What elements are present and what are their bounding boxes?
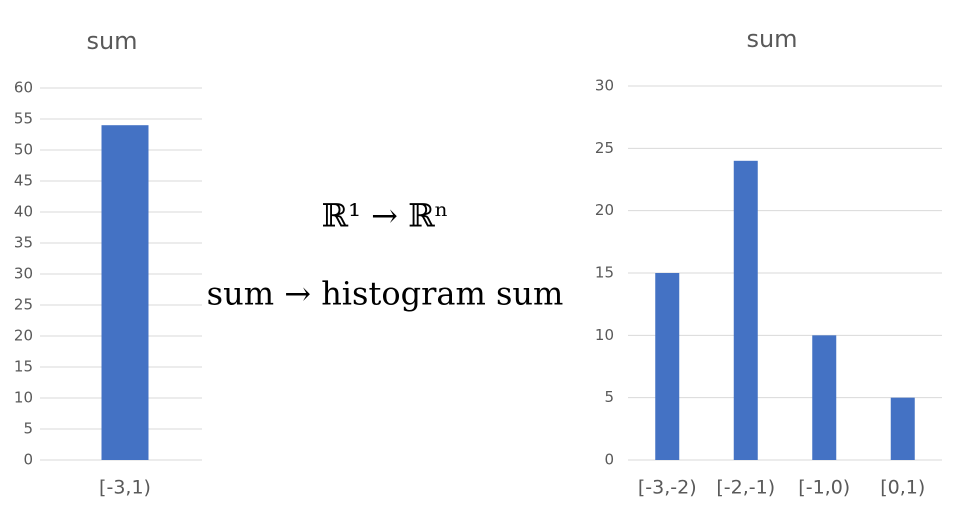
bar bbox=[733, 160, 758, 461]
y-tick-label: 0 bbox=[23, 451, 33, 469]
bar bbox=[655, 273, 680, 460]
chart-title: sum bbox=[86, 27, 137, 55]
x-tick-label: [-1,0) bbox=[798, 477, 850, 499]
y-tick-label: 60 bbox=[14, 79, 33, 97]
y-tick-label: 30 bbox=[14, 265, 33, 283]
y-tick-label: 15 bbox=[595, 264, 614, 282]
y-tick-label: 25 bbox=[595, 139, 614, 157]
y-tick-label: 0 bbox=[604, 451, 614, 469]
y-tick-label: 20 bbox=[595, 201, 614, 219]
y-tick-label: 5 bbox=[23, 420, 33, 438]
y-tick-label: 25 bbox=[14, 296, 33, 314]
y-tick-label: 20 bbox=[14, 327, 33, 345]
y-tick-label: 55 bbox=[14, 110, 33, 128]
y-tick-label: 40 bbox=[14, 203, 33, 221]
caption-line: ℝ¹ → ℝⁿ bbox=[321, 197, 448, 235]
y-tick-label: 30 bbox=[595, 77, 614, 95]
bar bbox=[101, 125, 149, 460]
y-tick-label: 50 bbox=[14, 141, 33, 159]
x-tick-label: [-3,-2) bbox=[638, 477, 697, 499]
y-tick-label: 10 bbox=[14, 389, 33, 407]
x-tick-label: [-3,1) bbox=[99, 477, 151, 499]
y-tick-label: 45 bbox=[14, 172, 33, 190]
x-tick-label: [-2,-1) bbox=[716, 477, 775, 499]
y-tick-label: 5 bbox=[604, 388, 614, 406]
x-tick-label: [0,1) bbox=[880, 477, 925, 499]
chart-title: sum bbox=[746, 25, 797, 53]
bar bbox=[812, 335, 837, 460]
y-tick-label: 35 bbox=[14, 234, 33, 252]
bar bbox=[890, 397, 915, 460]
caption-line: sum → histogram sum bbox=[207, 275, 564, 313]
y-tick-label: 10 bbox=[595, 326, 614, 344]
y-tick-label: 15 bbox=[14, 358, 33, 376]
